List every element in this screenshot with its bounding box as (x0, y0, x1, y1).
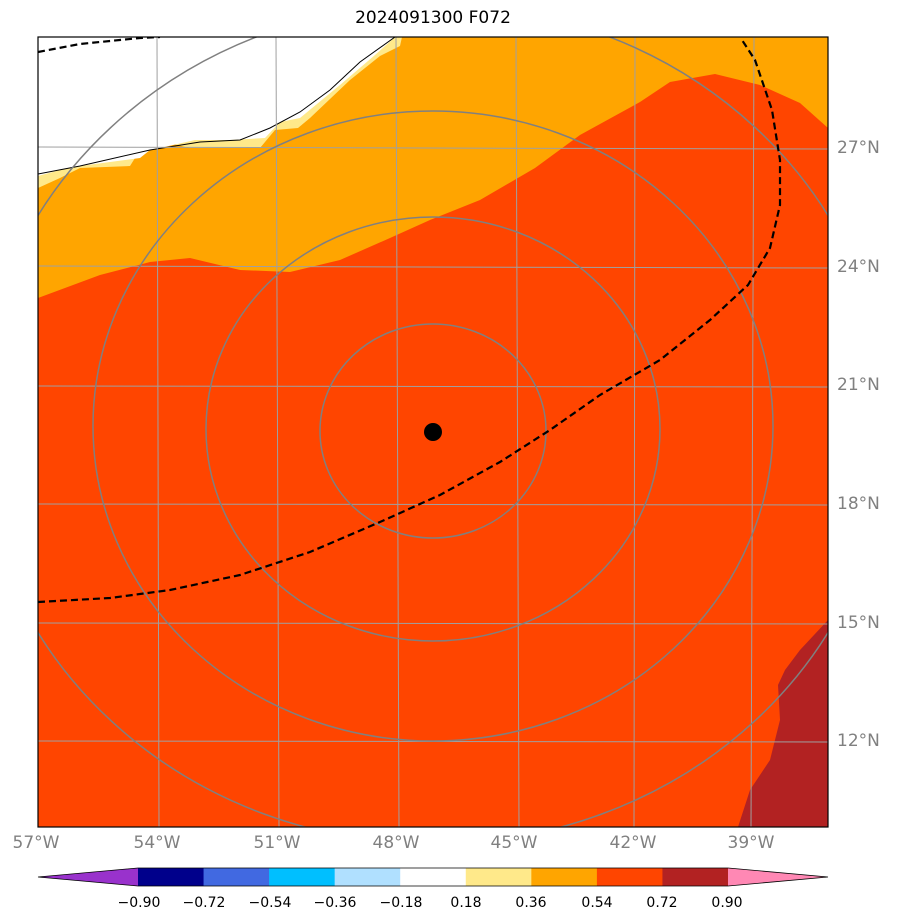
colorbar-tick-label: 0.18 (450, 895, 482, 911)
colorbar-segment (203, 868, 270, 886)
colorbar-tick-label: 0.54 (581, 895, 613, 911)
lon-label: 42°W (609, 833, 657, 853)
colorbar-segment (138, 868, 205, 886)
colorbar-tick-label: −0.36 (313, 895, 357, 911)
lat-label: 18°N (837, 494, 880, 514)
colorbar-outline (37, 867, 829, 887)
colorbar-segment (531, 868, 598, 886)
colorbar-tick-label: 0.90 (711, 895, 743, 911)
lat-label: 24°N (837, 257, 880, 277)
lat-label: 21°N (837, 375, 880, 395)
colorbar-segment (334, 868, 401, 886)
lon-label: 51°W (253, 833, 301, 853)
colorbar-tick-label: 0.72 (646, 895, 678, 911)
colorbar-tick-label: −0.18 (379, 895, 423, 911)
colorbar-tick-label: −0.54 (248, 895, 292, 911)
lon-label: 45°W (490, 833, 538, 853)
map-title: 2024091300 F072 (355, 8, 511, 28)
colorbar-tick-label: −0.90 (117, 895, 161, 911)
colorbar-extend-min (38, 868, 138, 886)
map-frame (37, 36, 829, 828)
contour-line (38, 37, 396, 175)
colorbar-segment (269, 868, 336, 886)
colorbar-segment (465, 868, 532, 886)
lon-label: 54°W (133, 833, 181, 853)
lon-label: 39°W (727, 833, 775, 853)
lon-label: 48°W (372, 833, 420, 853)
map-plot (37, 36, 829, 828)
lat-label: 15°N (837, 613, 880, 633)
range-rings (38, 37, 828, 827)
storm-center-marker (424, 423, 442, 441)
colorbar-segment (662, 868, 729, 886)
colorbar-tick-label: 0.36 (515, 895, 547, 911)
lat-label: 12°N (837, 731, 880, 751)
colorbar-tick-label: −0.72 (182, 895, 226, 911)
field-neutral (38, 37, 395, 176)
lon-label: 57°W (12, 833, 60, 853)
field-0.72-0.90 (738, 620, 828, 827)
colorbar-segment (596, 868, 663, 886)
colorbar-segment (400, 868, 467, 886)
colorbar-extend-max (728, 868, 828, 886)
lat-label: 27°N (837, 138, 880, 158)
graticule (38, 37, 828, 827)
